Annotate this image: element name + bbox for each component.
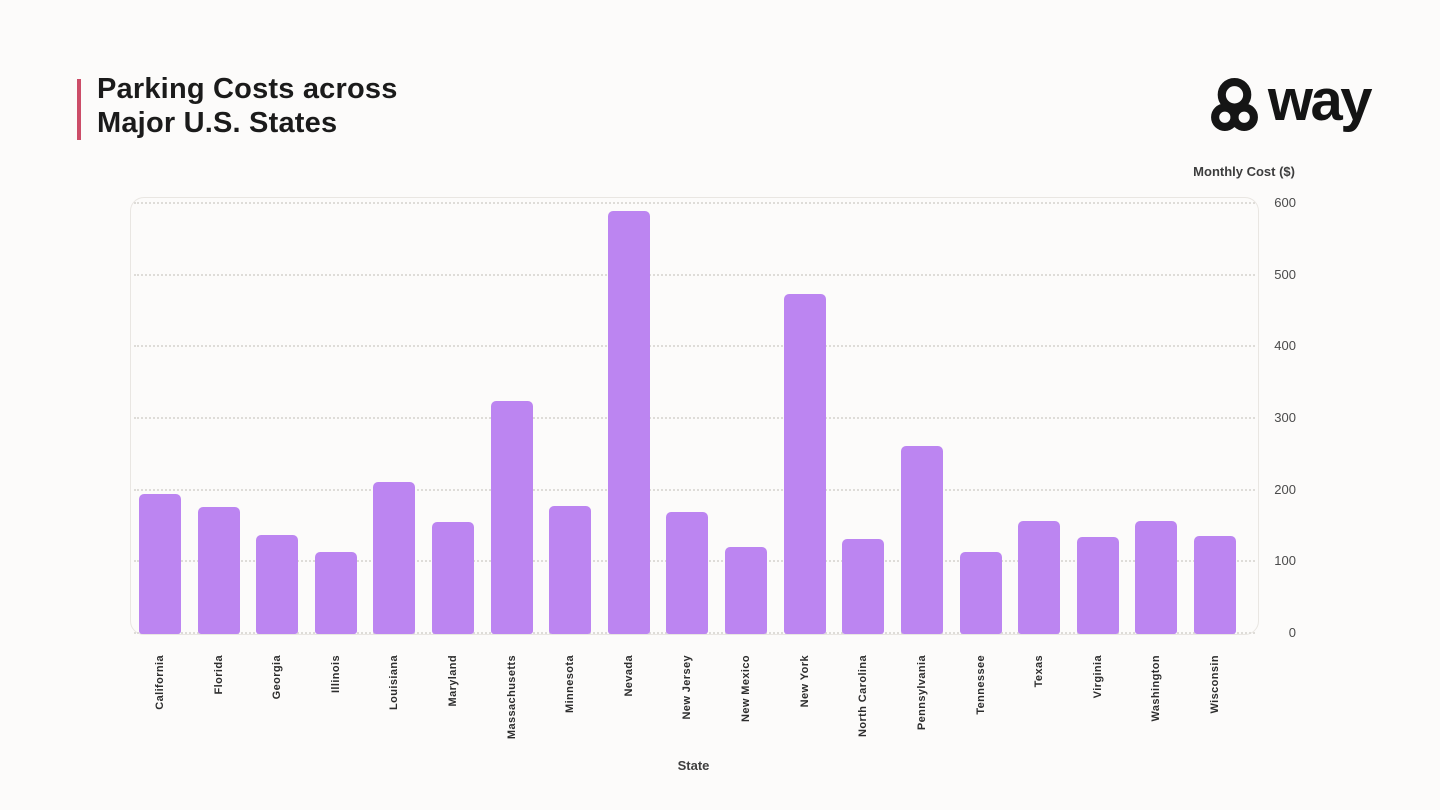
- gridline-300: [134, 417, 1255, 419]
- x-tick-slot: Illinois: [315, 655, 357, 693]
- bar-maryland: [432, 522, 475, 634]
- bar-new-jersey: [666, 512, 709, 634]
- x-tick-slot: New York: [784, 655, 826, 707]
- y-tick-label-0: 0: [1288, 625, 1296, 640]
- gridline-200: [134, 488, 1255, 491]
- x-tick-slot: Louisiana: [373, 655, 415, 710]
- y-axis-title: Monthly Cost ($): [1193, 164, 1295, 179]
- x-tick-slot: Virginia: [1077, 655, 1119, 698]
- bar-new-york: [783, 293, 826, 634]
- x-axis-labels: California Florida Georgia Illinois Louisian…: [139, 655, 1236, 739]
- x-tick-slot: Minnesota: [549, 655, 591, 713]
- x-tick-label-massachusetts: Massachusetts: [505, 655, 518, 740]
- x-tick-slot: Wisconsin: [1194, 655, 1236, 714]
- x-tick-label-maryland: Maryland: [447, 655, 460, 707]
- x-tick-label-texas: Texas: [1033, 655, 1046, 688]
- bar-new-mexico: [725, 547, 768, 634]
- bar-texas: [1018, 520, 1061, 634]
- bar-north-carolina: [842, 538, 885, 634]
- page-title-line-1: Parking Costs across: [97, 73, 398, 105]
- x-tick-slot: Georgia: [256, 655, 298, 699]
- x-tick-label-new-york: New York: [798, 655, 811, 708]
- y-tick-label-500: 500: [1274, 266, 1296, 282]
- bar-florida: [197, 507, 240, 634]
- x-tick-label-california: California: [154, 655, 166, 710]
- bar-illinois: [314, 551, 357, 634]
- title-accent-bar: [77, 79, 81, 140]
- y-tick-label-200: 200: [1274, 481, 1296, 497]
- bar-massachusetts: [490, 401, 533, 634]
- y-tick-label-600: 600: [1274, 195, 1296, 210]
- x-tick-slot: Maryland: [432, 655, 474, 707]
- y-tick-label-300: 300: [1274, 410, 1296, 425]
- bar-virginia: [1076, 536, 1119, 634]
- way-logo-icon: [1210, 78, 1258, 131]
- gridline-400: [134, 345, 1255, 348]
- x-tick-slot: Texas: [1018, 655, 1060, 687]
- page-title-line-2: Major U.S. States: [97, 107, 338, 139]
- bar-wisconsin: [1193, 535, 1236, 634]
- x-tick-slot: North Carolina: [842, 655, 884, 737]
- x-tick-label-wisconsin: Wisconsin: [1208, 655, 1221, 714]
- y-tick-label-400: 400: [1274, 338, 1296, 354]
- x-tick-label-new-mexico: New Mexico: [740, 655, 753, 722]
- y-tick-label-100: 100: [1274, 553, 1296, 569]
- x-tick-slot: California: [139, 655, 181, 710]
- bar-california: [139, 494, 181, 634]
- x-tick-label-georgia: Georgia: [271, 655, 284, 700]
- x-tick-label-louisiana: Louisiana: [388, 655, 401, 710]
- x-tick-label-virginia: Virginia: [1091, 655, 1104, 699]
- x-tick-label-tennessee: Tennessee: [974, 655, 987, 715]
- x-tick-label-washington: Washington: [1150, 655, 1163, 722]
- x-tick-slot: Florida: [198, 655, 240, 694]
- bar-georgia: [256, 535, 299, 634]
- bar-louisiana: [373, 482, 416, 634]
- x-axis-title: State: [677, 758, 710, 773]
- x-tick-label-pennsylvania: Pennsylvania: [915, 655, 928, 731]
- x-tick-slot: Washington: [1135, 655, 1177, 722]
- x-tick-label-nevada: Nevada: [622, 655, 635, 697]
- chart-plot-area: [130, 197, 1259, 635]
- bar-pennsylvania: [900, 446, 943, 634]
- x-tick-slot: Pennsylvania: [901, 655, 943, 730]
- way-logo: way: [1210, 72, 1373, 134]
- bar-series: [139, 198, 1236, 634]
- bar-washington: [1135, 520, 1178, 634]
- x-tick-slot: Tennessee: [960, 655, 1002, 715]
- gridline-600: [134, 202, 1255, 204]
- page-title: Parking Costs across Major U.S. States: [97, 72, 398, 140]
- bar-nevada: [607, 211, 650, 634]
- gridline-500: [134, 273, 1255, 276]
- x-tick-label-minnesota: Minnesota: [564, 655, 577, 713]
- x-tick-label-north-carolina: North Carolina: [857, 655, 870, 737]
- x-tick-label-new-jersey: New Jersey: [681, 655, 694, 720]
- y-axis-ticks: 0 100 200 300 400 500 600: [1262, 195, 1296, 640]
- x-tick-label-illinois: Illinois: [329, 655, 342, 694]
- bar-minnesota: [549, 506, 592, 634]
- x-tick-slot: Nevada: [608, 655, 650, 697]
- x-tick-slot: New Mexico: [725, 655, 767, 722]
- x-tick-slot: Massachusetts: [491, 655, 533, 739]
- bar-tennessee: [959, 552, 1002, 634]
- x-tick-label-florida: Florida: [212, 655, 225, 695]
- x-tick-slot: New Jersey: [666, 655, 708, 720]
- way-logo-text: way: [1267, 68, 1373, 133]
